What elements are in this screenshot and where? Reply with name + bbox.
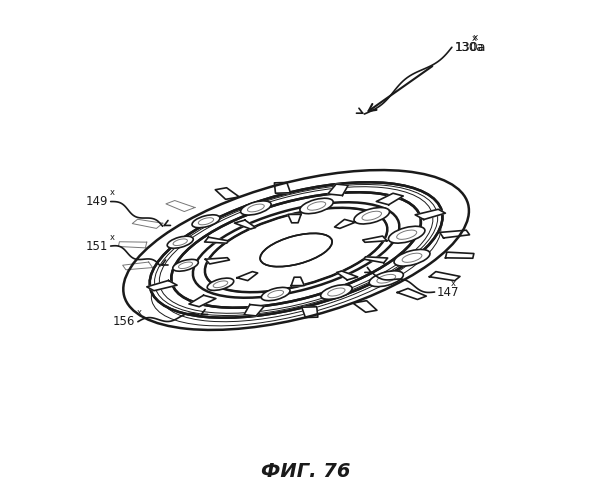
Polygon shape (215, 188, 239, 200)
Text: 156: 156 (113, 315, 135, 328)
Polygon shape (397, 288, 427, 300)
Ellipse shape (369, 271, 403, 286)
Polygon shape (274, 182, 291, 193)
Text: x: x (110, 188, 114, 197)
Polygon shape (415, 210, 446, 220)
Ellipse shape (173, 260, 198, 271)
Text: x: x (110, 232, 114, 241)
Polygon shape (364, 257, 387, 263)
Polygon shape (337, 271, 358, 280)
Polygon shape (244, 304, 264, 316)
Polygon shape (446, 252, 474, 258)
Text: ФИГ. 76: ФИГ. 76 (261, 462, 351, 481)
Ellipse shape (261, 288, 290, 300)
Ellipse shape (394, 250, 430, 266)
Polygon shape (302, 307, 318, 318)
Polygon shape (328, 184, 348, 196)
Polygon shape (363, 236, 387, 242)
Polygon shape (430, 272, 460, 280)
Ellipse shape (207, 278, 234, 290)
Ellipse shape (205, 208, 387, 292)
Ellipse shape (389, 226, 425, 243)
Text: x: x (450, 278, 455, 287)
Text: 147: 147 (437, 286, 460, 298)
Ellipse shape (354, 208, 389, 224)
Polygon shape (147, 280, 177, 290)
Polygon shape (439, 230, 469, 238)
Text: 130a: 130a (454, 41, 484, 54)
Text: 130a: 130a (454, 41, 486, 54)
Polygon shape (335, 220, 355, 228)
Text: 151: 151 (86, 240, 108, 252)
Polygon shape (353, 300, 377, 312)
Text: x: x (472, 34, 477, 43)
Polygon shape (189, 295, 216, 306)
Text: x: x (137, 308, 142, 318)
Ellipse shape (167, 236, 193, 248)
Ellipse shape (321, 284, 352, 300)
Text: 149: 149 (86, 195, 108, 208)
Polygon shape (234, 220, 256, 229)
Ellipse shape (192, 215, 220, 228)
Polygon shape (376, 194, 403, 205)
Ellipse shape (171, 192, 421, 308)
Polygon shape (206, 258, 230, 264)
Ellipse shape (260, 234, 332, 266)
Polygon shape (291, 277, 304, 285)
Text: x: x (473, 33, 479, 42)
Ellipse shape (150, 182, 442, 318)
Polygon shape (288, 214, 301, 223)
Polygon shape (237, 272, 258, 280)
Polygon shape (204, 237, 228, 243)
Ellipse shape (300, 198, 333, 214)
Ellipse shape (241, 201, 271, 215)
